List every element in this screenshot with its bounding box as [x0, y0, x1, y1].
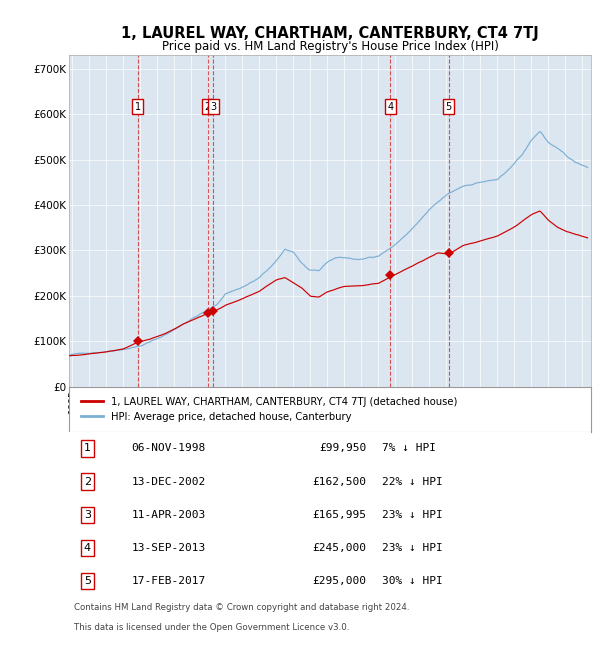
Text: This data is licensed under the Open Government Licence v3.0.: This data is licensed under the Open Gov…	[74, 623, 350, 632]
Text: 5: 5	[446, 101, 452, 112]
Text: 1: 1	[84, 443, 91, 454]
Text: 06-NOV-1998: 06-NOV-1998	[131, 443, 206, 454]
Text: Price paid vs. HM Land Registry's House Price Index (HPI): Price paid vs. HM Land Registry's House …	[161, 40, 499, 53]
Legend: 1, LAUREL WAY, CHARTHAM, CANTERBURY, CT4 7TJ (detached house), HPI: Average pric: 1, LAUREL WAY, CHARTHAM, CANTERBURY, CT4…	[79, 395, 460, 424]
Text: 2: 2	[84, 476, 91, 487]
Text: 17-FEB-2017: 17-FEB-2017	[131, 576, 206, 586]
Text: 23% ↓ HPI: 23% ↓ HPI	[382, 510, 443, 520]
Text: 4: 4	[387, 101, 394, 112]
Text: 5: 5	[84, 576, 91, 586]
Text: 3: 3	[210, 101, 216, 112]
Text: 7% ↓ HPI: 7% ↓ HPI	[382, 443, 436, 454]
Text: 1: 1	[135, 101, 141, 112]
Text: £99,950: £99,950	[319, 443, 367, 454]
Text: 3: 3	[84, 510, 91, 520]
Text: 30% ↓ HPI: 30% ↓ HPI	[382, 576, 443, 586]
Text: 13-DEC-2002: 13-DEC-2002	[131, 476, 206, 487]
Text: £165,995: £165,995	[313, 510, 367, 520]
Text: 2: 2	[205, 101, 211, 112]
Text: Contains HM Land Registry data © Crown copyright and database right 2024.: Contains HM Land Registry data © Crown c…	[74, 603, 410, 612]
Text: 4: 4	[84, 543, 91, 553]
Text: £162,500: £162,500	[313, 476, 367, 487]
Text: £295,000: £295,000	[313, 576, 367, 586]
Text: 1, LAUREL WAY, CHARTHAM, CANTERBURY, CT4 7TJ: 1, LAUREL WAY, CHARTHAM, CANTERBURY, CT4…	[121, 26, 539, 41]
Text: 13-SEP-2013: 13-SEP-2013	[131, 543, 206, 553]
Text: £245,000: £245,000	[313, 543, 367, 553]
Text: 23% ↓ HPI: 23% ↓ HPI	[382, 543, 443, 553]
Text: 22% ↓ HPI: 22% ↓ HPI	[382, 476, 443, 487]
Text: 11-APR-2003: 11-APR-2003	[131, 510, 206, 520]
